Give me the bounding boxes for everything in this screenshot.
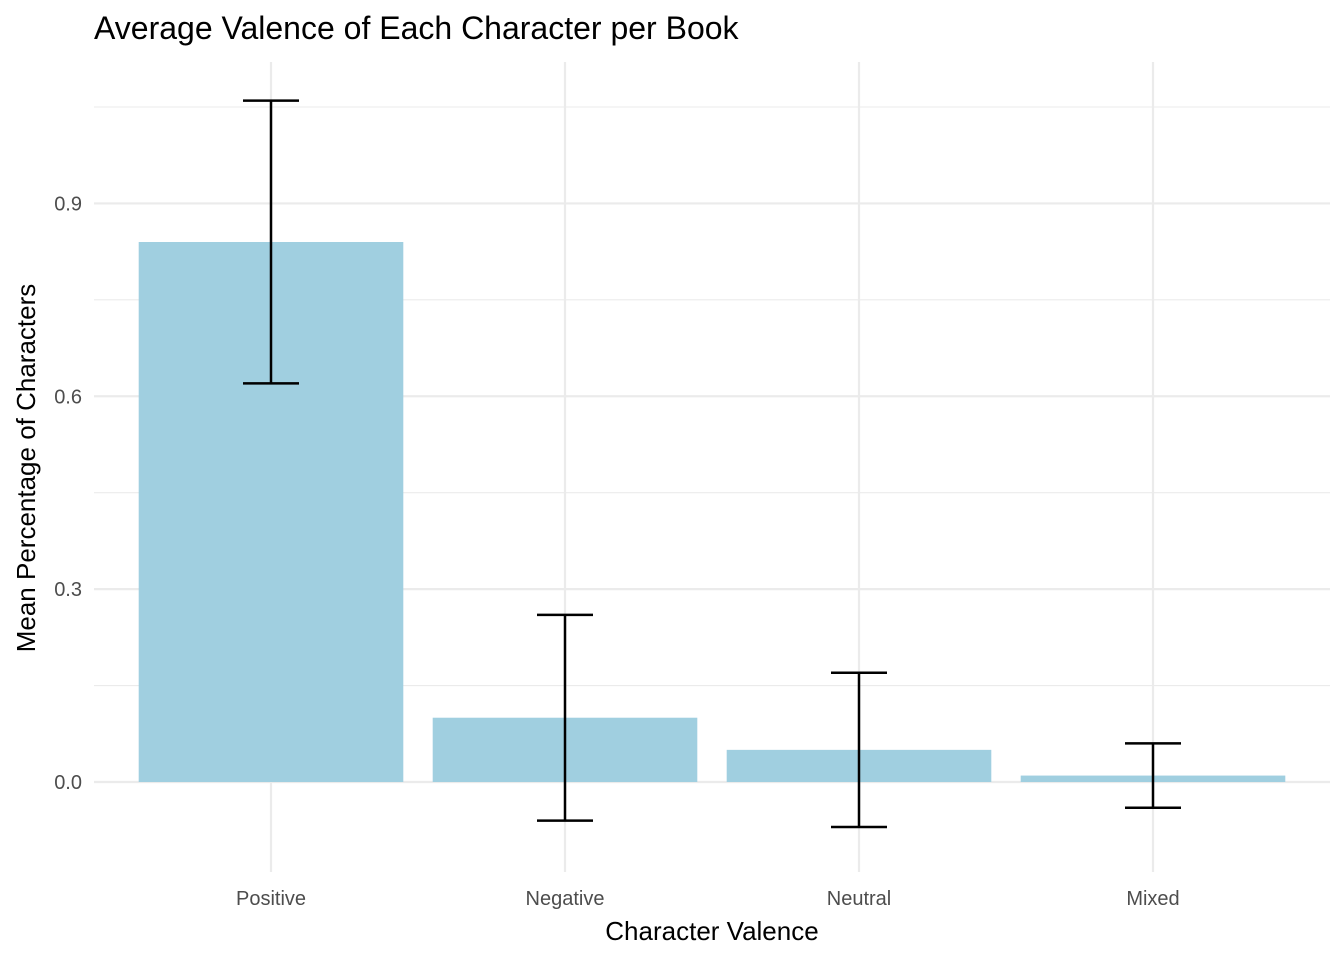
error-bar-neutral	[831, 671, 887, 829]
error-bar-mixed	[1125, 742, 1181, 809]
bars	[138, 242, 1286, 782]
y-tick-label: 0.3	[54, 579, 82, 601]
x-axis-title: Character Valence	[605, 916, 818, 946]
x-tick-label: Negative	[526, 888, 605, 910]
error-bar-positive	[243, 99, 299, 385]
error-bar-negative	[537, 613, 593, 822]
y-axis-ticks: 0.0 0.3 0.6 0.9	[54, 193, 82, 794]
y-tick-label: 0.9	[54, 193, 82, 215]
y-tick-label: 0.6	[54, 386, 82, 408]
x-tick-label: Neutral	[827, 888, 891, 910]
chart-title: Average Valence of Each Character per Bo…	[94, 10, 740, 46]
x-tick-label: Positive	[236, 888, 306, 910]
x-axis-ticks: Positive Negative Neutral Mixed	[236, 888, 1180, 910]
x-tick-label: Mixed	[1126, 888, 1179, 910]
y-tick-label: 0.0	[54, 772, 82, 794]
error-bars	[243, 99, 1181, 829]
y-axis-title: Mean Percentage of Characters	[11, 284, 41, 653]
